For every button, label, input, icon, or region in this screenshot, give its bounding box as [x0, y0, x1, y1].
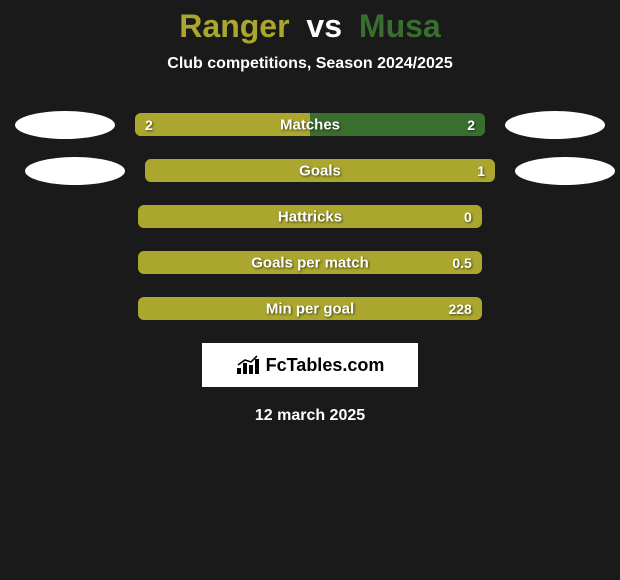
- stat-rows: 22Matches 1Goals 0Hattricks 0.5Goals per ma…: [0, 113, 620, 320]
- team-pill-right: [505, 111, 605, 139]
- stat-bar: 0.5Goals per match: [138, 251, 482, 274]
- stat-label: Matches: [135, 116, 485, 133]
- team-pill-left: [15, 111, 115, 139]
- stat-bar: 0Hattricks: [138, 205, 482, 228]
- stat-row: 22Matches: [0, 113, 620, 136]
- subtitle: Club competitions, Season 2024/2025: [0, 55, 620, 73]
- stat-row: 0.5Goals per match: [0, 251, 620, 274]
- stat-label: Goals: [145, 162, 495, 179]
- stat-label: Hattricks: [138, 208, 482, 225]
- stat-label: Goals per match: [138, 254, 482, 271]
- barchart-icon: [236, 355, 260, 375]
- stat-row: 0Hattricks: [0, 205, 620, 228]
- team-pill-right: [515, 157, 615, 185]
- page-title: Ranger vs Musa: [0, 8, 620, 45]
- stat-row: 1Goals: [0, 159, 620, 182]
- player1-name: Ranger: [179, 8, 289, 44]
- stat-row: 228Min per goal: [0, 297, 620, 320]
- team-pill-left: [25, 157, 125, 185]
- stat-bar: 22Matches: [135, 113, 485, 136]
- player2-name: Musa: [359, 8, 441, 44]
- stat-bar: 1Goals: [145, 159, 495, 182]
- vs-text: vs: [306, 8, 342, 44]
- logo-text: FcTables.com: [266, 355, 385, 376]
- stat-bar: 228Min per goal: [138, 297, 482, 320]
- source-logo[interactable]: FcTables.com: [202, 343, 418, 387]
- stat-label: Min per goal: [138, 300, 482, 317]
- logo-inner: FcTables.com: [236, 355, 385, 376]
- date-text: 12 march 2025: [0, 407, 620, 425]
- stats-widget: Ranger vs Musa Club competitions, Season…: [0, 0, 620, 425]
